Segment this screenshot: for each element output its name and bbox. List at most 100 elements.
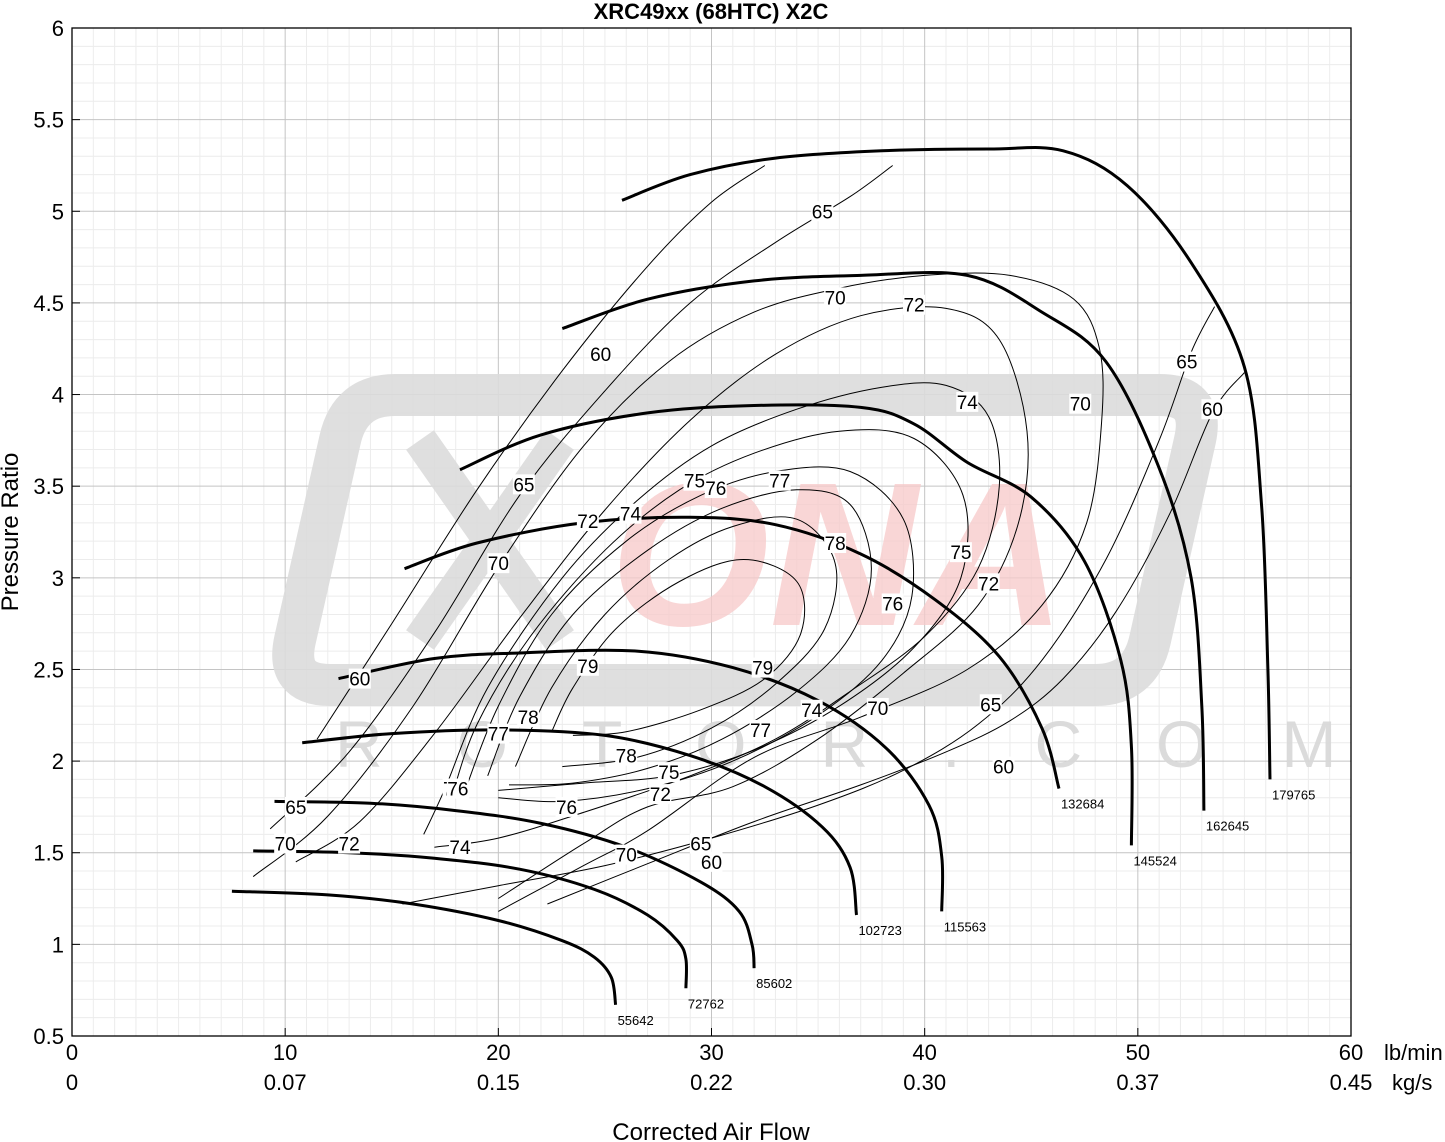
efficiency-contour-74	[423, 382, 1001, 848]
x-tick-label: 60	[1339, 1040, 1363, 1065]
efficiency-label: 76	[882, 594, 903, 615]
efficiency-label: 70	[275, 835, 296, 856]
x-unit-primary: lb/min	[1384, 1040, 1443, 1065]
efficiency-label: 65	[690, 835, 711, 856]
efficiency-label-backdrop	[824, 532, 847, 553]
efficiency-label-backdrop	[704, 478, 727, 499]
efficiency-label: 78	[616, 747, 637, 768]
efficiency-label: 70	[867, 699, 888, 720]
efficiency-label-backdrop	[555, 796, 578, 817]
efficiency-label: 70	[825, 288, 846, 309]
efficiency-label-backdrop	[800, 699, 823, 720]
efficiency-label: 75	[950, 543, 971, 564]
efficiency-label: 72	[650, 785, 671, 806]
efficiency-label: 78	[518, 708, 539, 729]
y-tick-label: 1.5	[33, 841, 64, 866]
efficiency-label-backdrop	[338, 833, 361, 854]
x-tick-label-secondary: 0.37	[1116, 1070, 1159, 1095]
efficiency-label: 74	[957, 393, 979, 414]
efficiency-label: 72	[978, 574, 999, 595]
x-tick-label: 40	[912, 1040, 936, 1065]
speed-line-label: 145524	[1133, 853, 1176, 868]
efficiency-label: 65	[1176, 353, 1197, 374]
y-axis-title: Pressure Ratio	[0, 453, 24, 612]
x-tick-label-secondary: 0.22	[690, 1070, 733, 1095]
efficiency-label-backdrop	[649, 784, 672, 805]
speed-line-132684	[403, 515, 1061, 790]
efficiency-label-backdrop	[1175, 351, 1198, 372]
efficiency-label-backdrop	[615, 844, 638, 865]
efficiency-labels: 6060606060656565656565707070707070727272…	[274, 201, 1224, 874]
efficiency-label-backdrop	[1201, 399, 1224, 420]
x-tick-label: 10	[273, 1040, 297, 1065]
efficiency-label-backdrop	[949, 542, 972, 563]
efficiency-label-backdrop	[903, 294, 926, 315]
x-tick-label-secondary: 0.15	[477, 1070, 520, 1095]
y-axis-ticks: 0.5 1 1.5 2 2.5 3 3.5 4 4.5 5 5.5 6	[33, 16, 80, 1049]
efficiency-label: 60	[349, 670, 370, 691]
speed-line-label: 55642	[618, 1013, 654, 1028]
x-tick-label: 30	[699, 1040, 723, 1065]
efficiency-label-backdrop	[881, 593, 904, 614]
x-tick-label-secondary: 0.45	[1330, 1070, 1373, 1095]
efficiency-label-backdrop	[979, 694, 1002, 715]
watermark-logo: ROTOR.COM ONA	[272, 374, 1336, 781]
efficiency-label: 60	[993, 758, 1014, 779]
y-tick-label: 2.5	[33, 657, 64, 682]
efficiency-label: 74	[801, 701, 823, 722]
efficiency-label: 78	[825, 534, 846, 555]
efficiency-label: 76	[556, 798, 577, 819]
efficiency-label-backdrop	[956, 391, 979, 412]
efficiency-label: 75	[658, 763, 679, 784]
efficiency-label: 77	[769, 472, 790, 493]
efficiency-label-backdrop	[749, 719, 772, 740]
y-tick-label: 6	[52, 16, 64, 41]
x-axis-title: Corrected Air Flow	[612, 1119, 810, 1142]
speed-line-115563	[338, 648, 945, 912]
efficiency-label: 74	[449, 838, 471, 859]
efficiency-label: 60	[1202, 400, 1223, 421]
y-tick-label: 4.5	[33, 291, 64, 316]
y-tick-label: 3	[52, 566, 64, 591]
x-tick-label: 20	[486, 1040, 510, 1065]
efficiency-label: 70	[488, 554, 509, 575]
speed-lines: 55642 72762 85602 102723 115563 132684 145524 1…	[231, 146, 1315, 1028]
efficiency-contour-78	[514, 516, 838, 768]
efficiency-label: 65	[285, 798, 306, 819]
efficiency-label-backdrop	[284, 796, 307, 817]
x-tick-label-secondary: 0.30	[903, 1070, 946, 1095]
x-tick-label-secondary: 0.07	[264, 1070, 307, 1095]
efficiency-label-backdrop	[689, 833, 712, 854]
speed-line-145524	[459, 403, 1134, 846]
efficiency-label: 72	[577, 512, 598, 533]
efficiency-label: 77	[488, 725, 509, 746]
efficiency-label-backdrop	[576, 655, 599, 676]
efficiency-label: 60	[590, 345, 611, 366]
efficiency-label: 65	[980, 695, 1001, 716]
efficiency-label: 79	[752, 659, 773, 680]
y-tick-label: 4	[52, 383, 64, 408]
efficiency-label-backdrop	[1069, 393, 1092, 414]
efficiency-contour-72	[295, 306, 1029, 899]
efficiency-label: 76	[705, 479, 726, 500]
efficiency-contour-65	[269, 165, 893, 830]
efficiency-label: 65	[812, 202, 833, 223]
efficiency-label: 72	[339, 835, 360, 856]
speed-line-label: 179765	[1272, 787, 1315, 802]
efficiency-label: 70	[1070, 395, 1091, 416]
efficiency-label: 74	[620, 505, 642, 526]
speed-line-label: 162645	[1206, 819, 1249, 834]
efficiency-label-backdrop	[512, 474, 535, 495]
efficiency-label-backdrop	[615, 745, 638, 766]
speed-line-label: 115563	[944, 919, 986, 934]
x-axis-ticks: 0 0 10 0.07 20 0.15 30 0.22 40 0.30 50 0.37 60 0.45	[66, 1028, 1373, 1095]
efficiency-label-backdrop	[768, 470, 791, 491]
efficiency-label: 77	[750, 721, 771, 742]
speed-line-label: 102723	[858, 923, 901, 938]
efficiency-label: 70	[616, 846, 637, 867]
speed-line-85602	[274, 799, 756, 969]
speed-line-55642	[231, 889, 618, 1006]
efficiency-label-backdrop	[811, 201, 834, 222]
efficiency-label: 79	[577, 657, 598, 678]
